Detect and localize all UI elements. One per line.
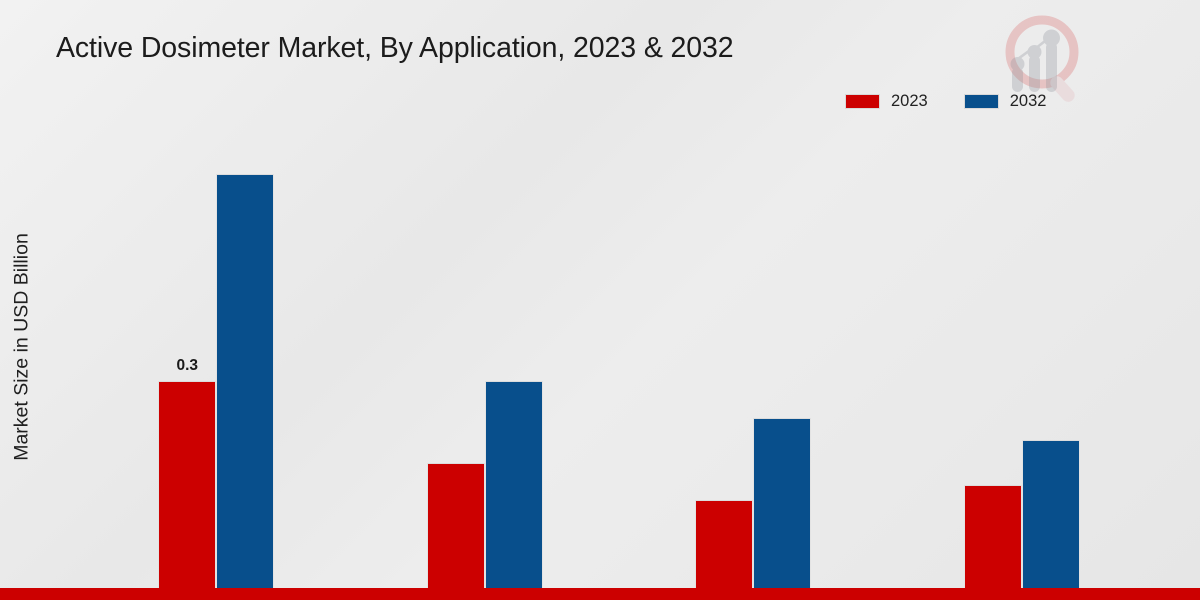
legend-swatch-2032	[963, 93, 999, 109]
bar-2023[interactable]	[695, 499, 754, 600]
legend-swatch-2023	[845, 93, 880, 109]
legend-label-2032: 2032	[1009, 92, 1047, 110]
bar-2023[interactable]	[963, 484, 1022, 600]
y-axis-title-text: Market Size in USD Billion	[10, 233, 33, 461]
legend-item-2032[interactable]: 2032	[963, 92, 1047, 110]
bar-group	[426, 130, 544, 600]
bar-2032[interactable]	[753, 418, 812, 600]
y-axis-title: Market Size in USD Billion	[0, 0, 44, 600]
chart-legend: 2023 2032	[845, 93, 1046, 110]
legend-label-2023: 2023	[891, 92, 928, 110]
magnifier-bar-chart-logo-watermark	[994, 12, 1094, 108]
bar-2023[interactable]	[426, 462, 485, 600]
chart-title: Active Dosimeter Market, By Application,…	[56, 32, 734, 64]
bar-2032[interactable]	[1021, 440, 1080, 600]
footer-accent-bar	[0, 588, 1200, 600]
bar-group	[694, 130, 812, 600]
bar-value-label: 0.3	[176, 357, 199, 375]
legend-item-2023[interactable]: 2023	[845, 93, 928, 110]
bar-2023[interactable]: 0.3	[158, 357, 217, 600]
bar-2032[interactable]	[216, 174, 275, 600]
bar-2032[interactable]	[484, 381, 543, 600]
bar-group: 0.3	[157, 130, 275, 600]
plot-area: 0.3 HealthcareNuclearPowerPlantsResearch…	[82, 130, 1156, 600]
bar-group	[963, 130, 1081, 600]
